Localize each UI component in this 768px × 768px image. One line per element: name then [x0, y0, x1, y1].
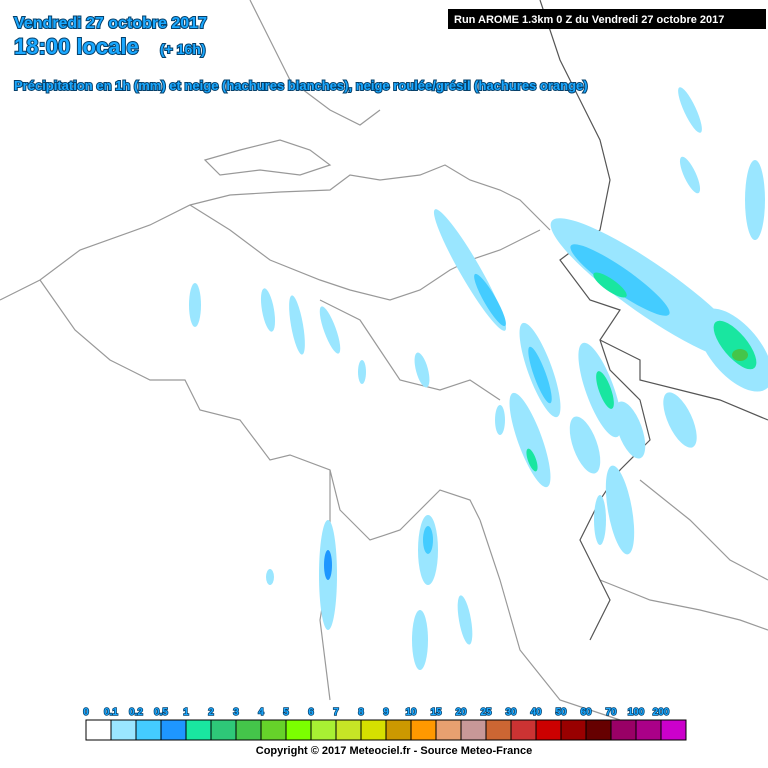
- time: 18:00 locale: [14, 34, 139, 59]
- run-info: Run AROME 1.3km 0 Z du Vendredi 27 octob…: [454, 14, 724, 26]
- legend-label: 2: [208, 707, 214, 718]
- legend-swatch: [485, 719, 512, 741]
- legend-swatch: [185, 719, 212, 741]
- legend-label: 8: [358, 707, 364, 718]
- legend-label: 9: [383, 707, 389, 718]
- legend-label: 40: [530, 707, 542, 718]
- legend-label: 0.2: [129, 707, 143, 718]
- date: Vendredi 27 octobre 2017: [14, 15, 207, 32]
- legend-swatch: [210, 719, 237, 741]
- legend-label: 4: [258, 707, 264, 718]
- legend-label: 50: [555, 707, 567, 718]
- run-box: [448, 9, 766, 29]
- legend: 0 0.1 0.2 0.5 1 2 3 4 5 6 7 8 9 10 15 20 25 30 40 50 60 70 100…: [82, 706, 687, 741]
- legend-label: 1: [183, 707, 189, 718]
- precipitation: [189, 87, 768, 670]
- legend-swatch: [435, 719, 462, 741]
- legend-swatch: [235, 719, 262, 741]
- legend-swatch: [635, 719, 662, 741]
- borders: [0, 0, 768, 721]
- legend-label: 0.5: [154, 707, 168, 718]
- legend-label: 6: [308, 707, 314, 718]
- legend-label: 0: [83, 707, 89, 718]
- legend-label: 7: [333, 707, 339, 718]
- legend-label: 60: [580, 707, 592, 718]
- legend-label: 100: [628, 707, 645, 718]
- legend-swatch: [585, 719, 612, 741]
- legend-swatch: [110, 719, 137, 741]
- legend-label: 200: [653, 707, 670, 718]
- legend-swatch: [610, 719, 637, 741]
- legend-label: 3: [233, 707, 239, 718]
- legend-label: 15: [430, 707, 442, 718]
- legend-swatch: [335, 719, 362, 741]
- legend-label: 70: [605, 707, 617, 718]
- legend-label: 5: [283, 707, 289, 718]
- national-borders: [539, 0, 768, 641]
- legend-label: 30: [505, 707, 517, 718]
- legend-swatch: [410, 719, 437, 741]
- legend-swatch: [385, 719, 412, 741]
- legend-label: 10: [405, 707, 417, 718]
- legend-swatch: [535, 719, 562, 741]
- legend-swatch: [260, 719, 287, 741]
- legend-swatch: [510, 719, 537, 741]
- legend-swatch: [85, 719, 112, 741]
- copyright: Copyright © 2017 Meteociel.fr - Source M…: [256, 745, 532, 757]
- legend-label: 25: [480, 707, 492, 718]
- lead-time: (+ 16h): [160, 41, 206, 57]
- legend-label: 20: [455, 707, 467, 718]
- legend-swatch: [460, 719, 487, 741]
- legend-swatch: [360, 719, 387, 741]
- legend-swatch: [560, 719, 587, 741]
- legend-swatch: [160, 719, 187, 741]
- subtitle: Précipitation en 1h (mm) et neige (hachu…: [14, 78, 588, 93]
- legend-swatch: [310, 719, 337, 741]
- legend-label: 0.1: [104, 707, 118, 718]
- legend-swatch: [135, 719, 162, 741]
- legend-swatch: [285, 719, 312, 741]
- legend-swatch: [660, 719, 687, 741]
